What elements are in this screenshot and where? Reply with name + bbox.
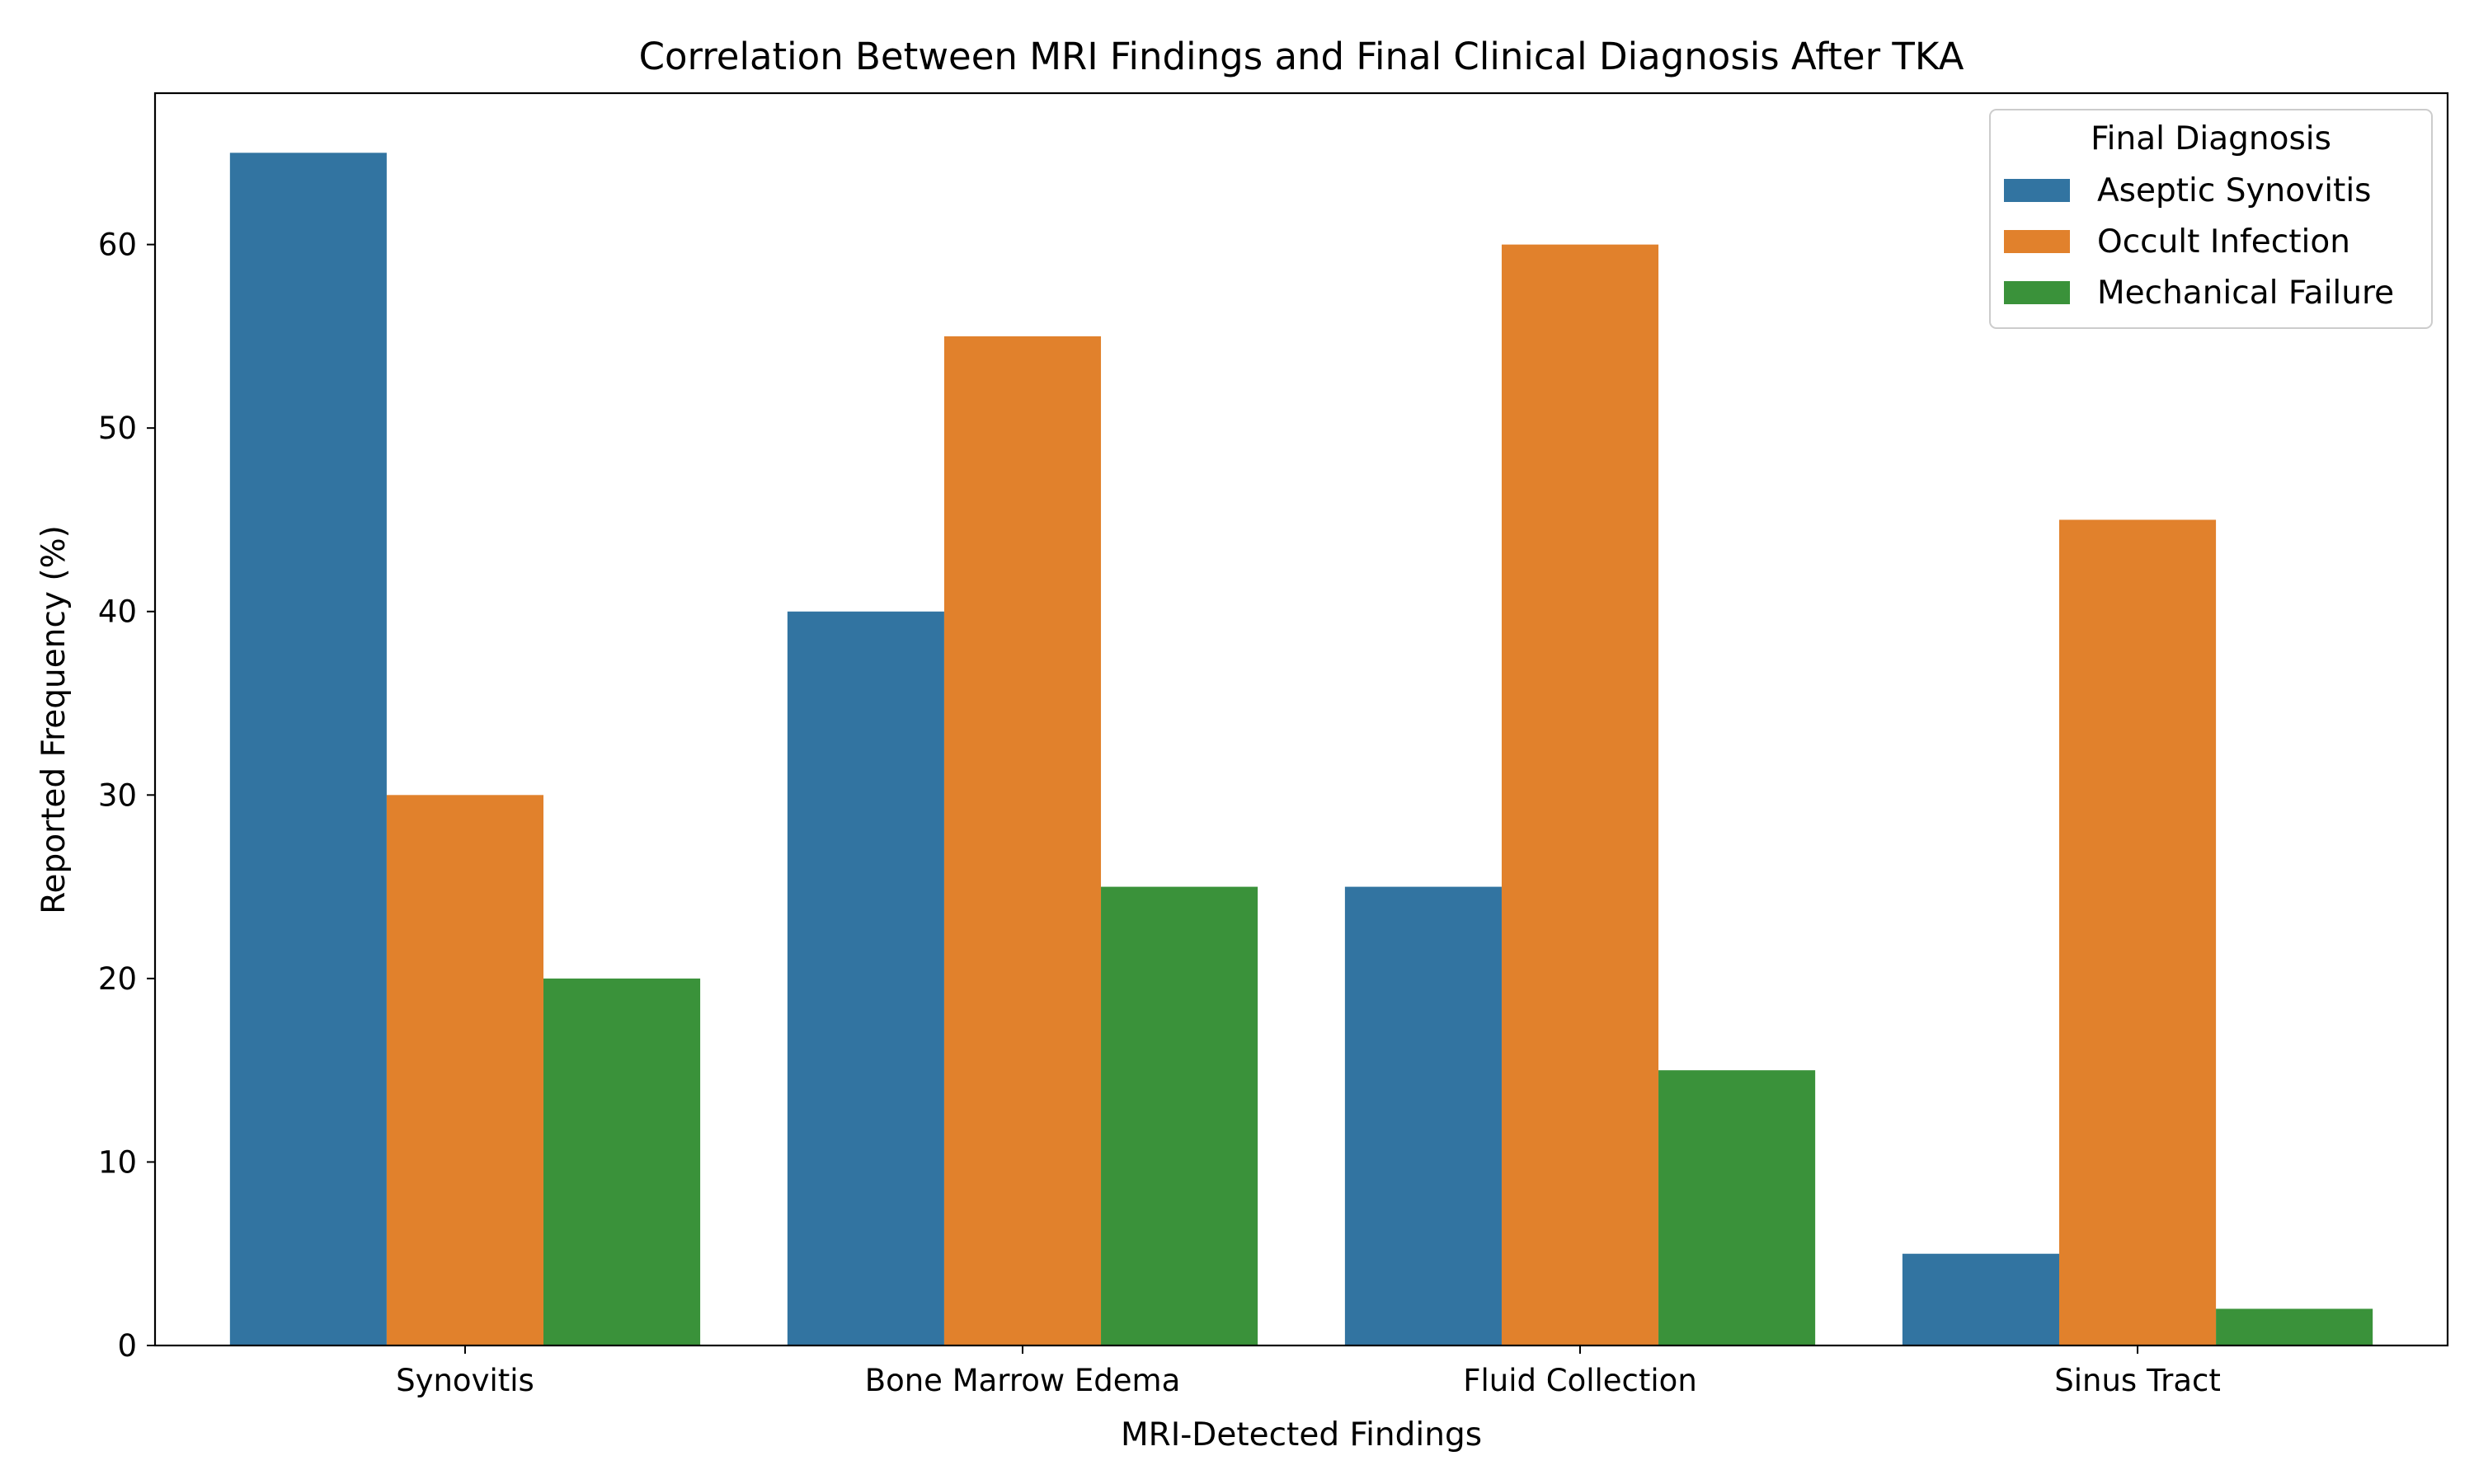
x-tick-label: Bone Marrow Edema: [865, 1363, 1181, 1398]
y-tick-label: 10: [98, 1144, 137, 1180]
bar-occult-infection-bone-marrow-edema: [943, 336, 1102, 1345]
bar-mechanical-failure-sinus-tract: [2216, 1308, 2373, 1345]
legend-label: Mechanical Failure: [2097, 275, 2394, 312]
bar-aseptic-synovitis-bone-marrow-edema: [787, 611, 944, 1345]
bar-mechanical-failure-fluid-collection: [1658, 1070, 1816, 1345]
bar-occult-infection-fluid-collection: [1501, 244, 1659, 1346]
y-tick-label: 30: [98, 777, 137, 813]
y-tick-label: 60: [98, 228, 137, 263]
bar-aseptic-synovitis-synovitis: [229, 153, 387, 1345]
legend-label: Occult Infection: [2097, 223, 2350, 261]
legend-label: Aseptic Synovitis: [2097, 172, 2372, 209]
bar-mechanical-failure-bone-marrow-edema: [1101, 886, 1258, 1345]
legend-swatch: [2004, 179, 2070, 202]
y-tick-label: 20: [98, 961, 137, 997]
bar-aseptic-synovitis-fluid-collection: [1344, 886, 1502, 1345]
legend: Final Diagnosis Aseptic Synovitis Occult I…: [1989, 109, 2433, 329]
legend-swatch: [2004, 281, 2070, 304]
bar-occult-infection-sinus-tract: [2058, 519, 2217, 1345]
bar-occult-infection-synovitis: [386, 795, 544, 1345]
x-tick-label: Fluid Collection: [1463, 1363, 1697, 1398]
y-tick-label: 40: [98, 594, 137, 630]
legend-swatch: [2004, 230, 2070, 253]
y-tick-label: 50: [98, 411, 137, 446]
x-tick-label: Synovitis: [396, 1363, 534, 1398]
x-tick-label: Sinus Tract: [2054, 1363, 2221, 1398]
bar-mechanical-failure-synovitis: [543, 978, 701, 1345]
x-axis-label: MRI-Detected Findings: [1121, 1416, 1482, 1453]
y-axis-label: Reported Frequency (%): [35, 525, 73, 914]
legend-box: [1989, 109, 2433, 329]
y-tick-label: 0: [117, 1328, 137, 1364]
bar-aseptic-synovitis-sinus-tract: [1902, 1253, 2059, 1345]
chart-title: Correlation Between MRI Findings and Fin…: [639, 35, 1964, 78]
plot-area: Synovitis Bone Marrow Edema Fluid Collecti…: [98, 92, 2449, 1398]
plot-frame: [153, 92, 2449, 1347]
legend-title: Final Diagnosis: [2091, 120, 2331, 157]
